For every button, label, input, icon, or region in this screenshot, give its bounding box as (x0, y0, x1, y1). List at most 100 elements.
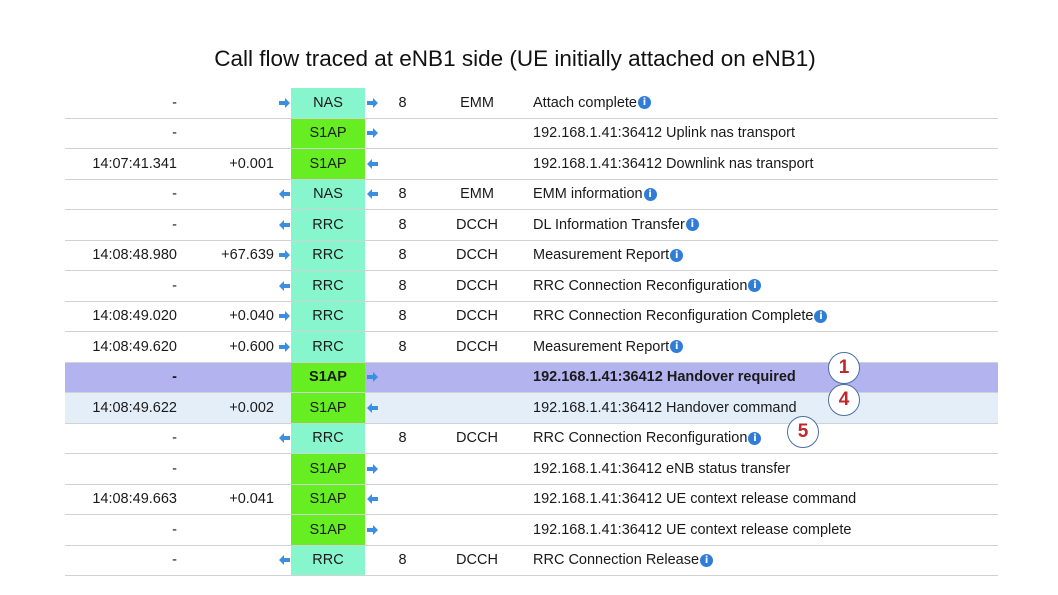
message-text: Measurement Report (533, 247, 670, 264)
protocol-cell: RRC (291, 301, 365, 331)
arrow-left-icon (365, 393, 379, 423)
category-cell: DCCH (456, 430, 498, 447)
time-cell: - (172, 460, 177, 477)
channel-cell: 8 (398, 338, 407, 355)
arrow-left-icon (277, 546, 291, 576)
time-cell: - (172, 369, 177, 386)
delta-cell (205, 210, 274, 240)
info-icon[interactable]: i (637, 96, 651, 110)
message-description: 192.168.1.41:36412 Uplink nas transport (533, 119, 795, 149)
table-row[interactable]: 14:07:41.341 +0.001 S1AP 192.168.1.41:36412… (65, 149, 998, 180)
message-description: 192.168.1.41:36412 UE context release co… (533, 515, 851, 545)
delta-cell: +0.600 (229, 338, 274, 355)
table-row[interactable]: - NAS 8 EMM EMM information i (65, 179, 998, 210)
protocol-cell: RRC (291, 271, 365, 301)
delta-cell (205, 454, 274, 484)
message-text: 192.168.1.41:36412 Handover required (533, 369, 796, 386)
direction-out-icon (365, 332, 379, 362)
table-row[interactable]: - RRC 8 DCCH RRC Connection Reconfiguration i (65, 271, 998, 302)
delta-cell (205, 88, 274, 118)
arrow-right-icon (365, 515, 379, 545)
delta-cell (205, 180, 274, 210)
arrow-right-icon (277, 88, 291, 118)
step-badge: 5 (787, 415, 819, 448)
message-text: RRC Connection Reconfiguration (533, 277, 748, 294)
arrow-right-icon (365, 88, 379, 118)
protocol-cell: S1AP (291, 118, 365, 148)
message-description: Measurement Report i (533, 241, 684, 271)
delta-cell (205, 424, 274, 454)
table-row[interactable]: - RRC 8 DCCH DL Information Transfer i (65, 210, 998, 241)
delta-cell: +0.040 (229, 308, 274, 325)
direction-out-icon (365, 302, 379, 332)
protocol-cell: NAS (291, 179, 365, 209)
table-row[interactable]: - RRC 8 DCCH RRC Connection Release i (65, 545, 998, 576)
time-cell: 14:07:41.341 (92, 155, 177, 172)
info-icon[interactable]: i (670, 340, 684, 354)
protocol-cell: NAS (291, 88, 365, 118)
info-icon[interactable]: i (685, 218, 699, 232)
time-cell: - (172, 125, 177, 142)
info-icon[interactable]: i (814, 309, 828, 323)
direction-in-icon (277, 119, 291, 149)
delta-cell: +67.639 (221, 247, 274, 264)
arrow-left-icon (277, 180, 291, 210)
table-row[interactable]: - S1AP 192.168.1.41:36412 Uplink nas trans… (65, 118, 998, 149)
info-icon[interactable]: i (700, 553, 714, 567)
table-row[interactable]: - S1AP 192.168.1.41:36412 UE context relea… (65, 515, 998, 546)
delta-cell: +0.041 (229, 491, 274, 508)
arrow-left-icon (365, 149, 379, 179)
direction-in-icon (277, 515, 291, 545)
message-text: DL Information Transfer (533, 216, 685, 233)
table-row[interactable]: 14:08:49.020 +0.040 RRC 8 DCCH RRC Connection… (65, 301, 998, 332)
table-row[interactable]: - RRC 8 DCCH RRC Connection Reconfiguration i (65, 423, 998, 454)
category-cell: DCCH (456, 338, 498, 355)
message-description: 192.168.1.41:36412 UE context release co… (533, 485, 856, 515)
message-description: RRC Connection Reconfiguration Complete i (533, 302, 828, 332)
arrow-right-icon (277, 241, 291, 271)
category-cell: DCCH (456, 308, 498, 325)
channel-cell: 8 (398, 94, 407, 111)
info-icon[interactable]: i (748, 279, 762, 293)
direction-in-icon (277, 485, 291, 515)
table-row[interactable]: - S1AP 192.168.1.41:36412 eNB status trans… (65, 454, 998, 485)
time-cell: 14:08:49.020 (92, 308, 177, 325)
delta-cell (205, 515, 274, 545)
direction-in-icon (277, 363, 291, 393)
arrow-left-icon (365, 485, 379, 515)
channel-cell (385, 149, 420, 179)
message-text: RRC Connection Reconfiguration (533, 430, 748, 447)
channel-cell: 8 (398, 277, 407, 294)
category-cell: EMM (460, 94, 494, 111)
channel-cell: 8 (398, 552, 407, 569)
message-text: Measurement Report (533, 338, 670, 355)
message-description: 192.168.1.41:36412 Downlink nas transpor… (533, 149, 814, 179)
step-badge: 1 (828, 351, 860, 384)
direction-in-icon (277, 454, 291, 484)
arrow-left-icon (277, 210, 291, 240)
channel-cell: 8 (398, 308, 407, 325)
arrow-right-icon (365, 454, 379, 484)
category-cell: DCCH (456, 247, 498, 264)
protocol-cell: S1AP (291, 362, 365, 392)
info-icon[interactable]: i (643, 187, 657, 201)
arrow-right-icon (277, 302, 291, 332)
table-row[interactable]: 14:08:49.620 +0.600 RRC 8 DCCH Measurement Re… (65, 332, 998, 363)
info-icon[interactable]: i (748, 431, 762, 445)
info-icon[interactable]: i (670, 248, 684, 262)
table-row[interactable]: - NAS 8 EMM Attach complete i (65, 88, 998, 119)
arrow-right-icon (365, 363, 379, 393)
arrow-right-icon (365, 119, 379, 149)
channel-cell: 8 (398, 186, 407, 203)
direction-out-icon (365, 271, 379, 301)
table-row[interactable]: 14:08:48.980 +67.639 RRC 8 DCCH Measurement R… (65, 240, 998, 271)
channel-cell (385, 515, 420, 545)
time-cell: - (172, 552, 177, 569)
delta-cell: +0.002 (229, 399, 274, 416)
table-row[interactable]: 14:08:49.663 +0.041 S1AP 192.168.1.41:36412… (65, 484, 998, 515)
message-description: RRC Connection Release i (533, 546, 714, 576)
category-cell (445, 363, 509, 393)
delta-cell (205, 363, 274, 393)
channel-cell (385, 485, 420, 515)
channel-cell (385, 393, 420, 423)
